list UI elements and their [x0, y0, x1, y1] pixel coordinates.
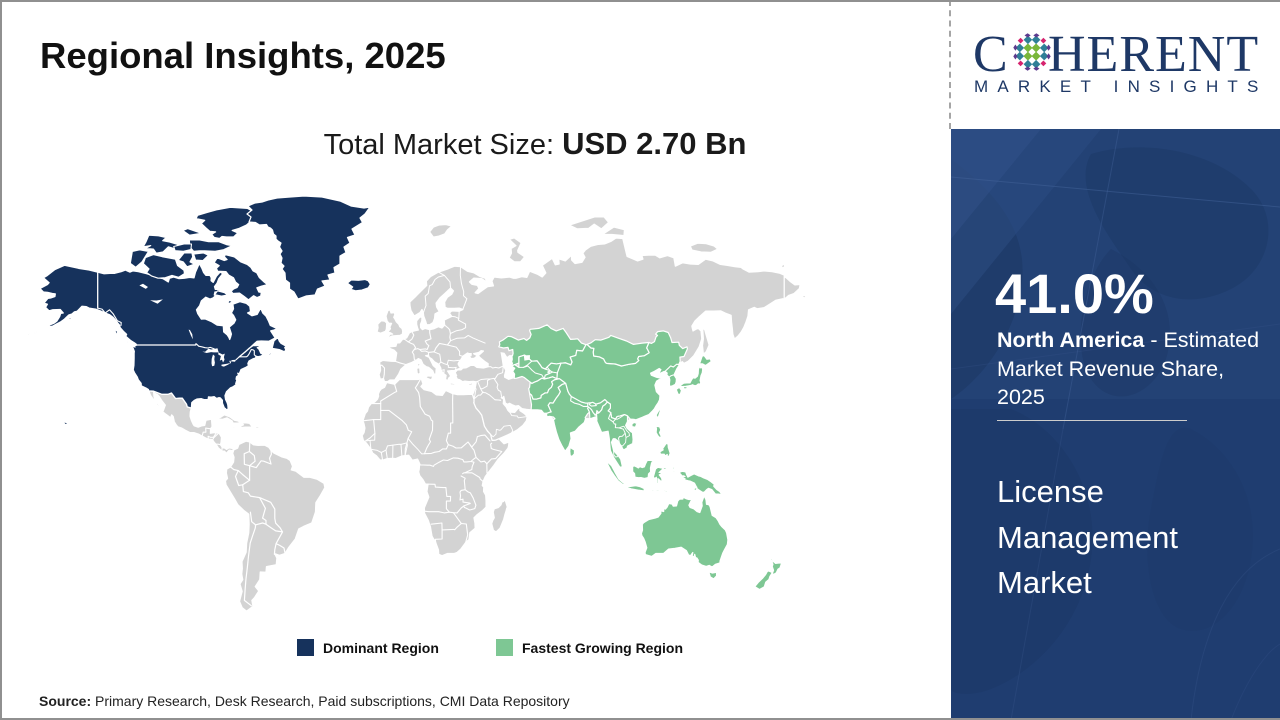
- svg-text:MARKET INSIGHTS: MARKET INSIGHTS: [974, 77, 1268, 96]
- svg-text:C: C: [973, 26, 1008, 83]
- svg-text:HERENT: HERENT: [1048, 26, 1259, 83]
